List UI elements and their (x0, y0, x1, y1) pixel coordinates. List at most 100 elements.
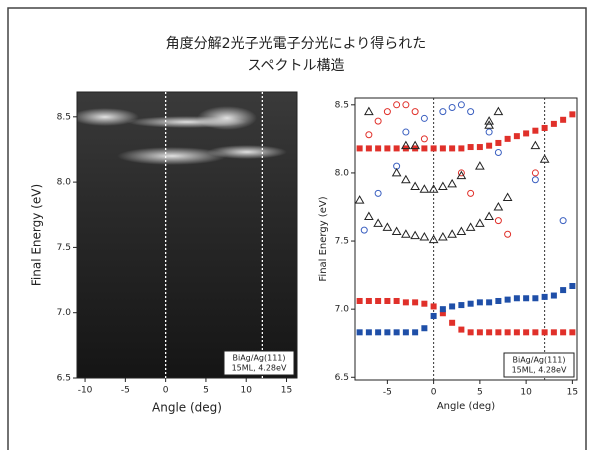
square-point (403, 329, 409, 335)
intensity-band (207, 145, 287, 159)
square-point (421, 301, 427, 307)
x-tick-label: -5 (383, 388, 392, 398)
square-point (366, 298, 372, 304)
square-point (514, 295, 520, 301)
square-point (551, 293, 557, 299)
x-tick-label: 0 (163, 386, 169, 396)
square-point (551, 121, 557, 127)
square-point (542, 125, 548, 131)
figure: 角度分解2光子光電子分光により得られた スペクトル構造 -10 -5 0 5 10 15 6… (0, 0, 593, 450)
annotation-text: 15ML, 4.28eV (512, 366, 567, 375)
square-point (523, 130, 529, 136)
square-point (440, 306, 446, 312)
square-point (542, 294, 548, 300)
square-point (523, 329, 529, 335)
y-tick-label: 7.0 (335, 305, 350, 315)
square-point (514, 133, 520, 139)
x-tick-label: 15 (281, 386, 292, 396)
square-point (394, 145, 400, 151)
square-point (532, 128, 538, 134)
square-point (542, 329, 548, 335)
square-point (560, 287, 566, 293)
y-tick-label: 7.5 (335, 237, 349, 247)
y-axis-label: Final Energy (eV) (318, 196, 329, 281)
annotation-text: BiAg/Ag(111) (512, 356, 565, 365)
title-line: スペクトル構造 (247, 58, 344, 74)
square-point (458, 327, 464, 333)
y-tick-label: 8.0 (335, 168, 350, 178)
square-point (468, 301, 474, 307)
square-point (532, 329, 538, 335)
square-point (495, 329, 501, 335)
square-point (366, 145, 372, 151)
square-point (468, 144, 474, 150)
square-point (569, 111, 575, 117)
square-point (375, 145, 381, 151)
x-tick-label: 10 (241, 386, 253, 396)
y-tick-label: 7.5 (57, 243, 71, 253)
x-tick-label: 5 (477, 388, 483, 398)
annotation-text: BiAg/Ag(111) (232, 354, 285, 363)
square-point (486, 299, 492, 305)
square-point (551, 329, 557, 335)
square-point (403, 299, 409, 305)
square-point (412, 299, 418, 305)
square-point (357, 329, 363, 335)
square-point (458, 145, 464, 151)
square-point (394, 329, 400, 335)
y-tick-label: 8.5 (335, 100, 349, 110)
square-point (468, 329, 474, 335)
square-point (431, 303, 437, 309)
x-tick-label: 0 (431, 388, 437, 398)
square-point (357, 298, 363, 304)
x-tick-label: -10 (78, 386, 93, 396)
square-point (495, 298, 501, 304)
square-point (560, 329, 566, 335)
square-point (384, 298, 390, 304)
square-point (495, 140, 501, 146)
square-point (375, 298, 381, 304)
square-point (412, 329, 418, 335)
square-point (477, 299, 483, 305)
y-tick-label: 8.5 (57, 112, 71, 122)
square-point (486, 329, 492, 335)
annotation-text: 15ML, 4.28eV (232, 364, 287, 373)
square-point (449, 145, 455, 151)
square-point (477, 144, 483, 150)
square-point (449, 320, 455, 326)
square-point (569, 283, 575, 289)
square-point (505, 329, 511, 335)
y-tick-label: 6.5 (335, 373, 349, 383)
square-point (384, 145, 390, 151)
y-tick-label: 7.0 (57, 308, 72, 318)
image-background (77, 92, 297, 378)
square-point (523, 295, 529, 301)
page: 角度分解2光子光電子分光により得られた スペクトル構造 -10 -5 0 5 10 15 6… (0, 0, 593, 450)
square-point (505, 297, 511, 303)
square-point (569, 329, 575, 335)
square-point (357, 145, 363, 151)
square-point (421, 145, 427, 151)
y-tick-label: 6.5 (57, 374, 71, 384)
square-point (431, 313, 437, 319)
x-axis-label: Angle (deg) (152, 401, 222, 415)
title-line: 角度分解2光子光電子分光により得られた (166, 35, 427, 52)
x-tick-label: 15 (567, 388, 578, 398)
square-point (394, 298, 400, 304)
x-tick-label: 5 (203, 386, 209, 396)
y-axis-label: Final Energy (eV) (30, 184, 44, 286)
x-tick-label: -5 (121, 386, 130, 396)
square-point (366, 329, 372, 335)
square-point (505, 136, 511, 142)
square-point (431, 145, 437, 151)
square-point (440, 145, 446, 151)
square-point (375, 329, 381, 335)
x-tick-label: 10 (520, 388, 532, 398)
plot-area (355, 98, 577, 380)
square-point (449, 303, 455, 309)
intensity-band (127, 116, 247, 128)
square-point (514, 329, 520, 335)
x-axis-label: Angle (deg) (437, 401, 495, 412)
y-tick-label: 8.0 (57, 178, 72, 188)
square-point (532, 295, 538, 301)
